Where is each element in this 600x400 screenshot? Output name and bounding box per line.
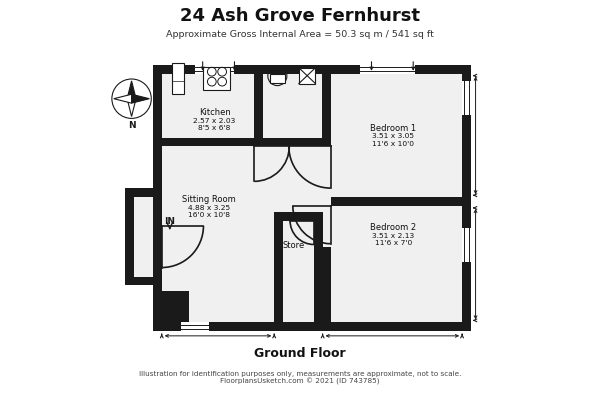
Bar bbox=[125, 188, 162, 197]
Bar bbox=[125, 188, 134, 286]
Bar bbox=[153, 65, 471, 331]
Text: 3.51 x 2.13: 3.51 x 2.13 bbox=[372, 233, 415, 239]
Bar bbox=[274, 221, 283, 322]
Bar bbox=[270, 74, 284, 83]
Bar bbox=[299, 68, 316, 84]
Bar bbox=[462, 65, 471, 331]
Text: Ground Floor: Ground Floor bbox=[254, 347, 346, 360]
Polygon shape bbox=[127, 81, 136, 99]
Text: 11'6 x 7'0: 11'6 x 7'0 bbox=[375, 240, 412, 246]
Bar bbox=[254, 74, 263, 146]
Text: Bedroom 1: Bedroom 1 bbox=[370, 124, 416, 133]
Bar bbox=[359, 65, 415, 74]
Bar bbox=[322, 74, 331, 146]
Bar bbox=[181, 322, 209, 331]
Bar bbox=[153, 291, 189, 331]
Text: 4.88 x 3.25: 4.88 x 3.25 bbox=[188, 205, 230, 211]
Bar bbox=[134, 197, 153, 277]
Polygon shape bbox=[127, 99, 136, 116]
Bar bbox=[153, 65, 162, 331]
Text: N: N bbox=[128, 121, 136, 130]
Text: IN: IN bbox=[164, 217, 175, 226]
Text: Illustration for identification purposes only, measurements are approximate, not: Illustration for identification purposes… bbox=[139, 371, 461, 385]
Text: 16'0 x 10'8: 16'0 x 10'8 bbox=[188, 212, 230, 218]
Text: Approximate Gross Internal Area = 50.3 sq m / 541 sq ft: Approximate Gross Internal Area = 50.3 s… bbox=[166, 30, 434, 39]
Text: 3.51 x 3.05: 3.51 x 3.05 bbox=[373, 134, 415, 140]
Polygon shape bbox=[114, 94, 131, 103]
Bar bbox=[153, 322, 471, 331]
Bar bbox=[172, 62, 184, 94]
Bar bbox=[125, 277, 153, 286]
Bar bbox=[162, 138, 322, 146]
Text: 11'6 x 10'0: 11'6 x 10'0 bbox=[373, 140, 415, 146]
Bar bbox=[331, 197, 462, 206]
Text: Sitting Room: Sitting Room bbox=[182, 196, 236, 204]
Bar bbox=[314, 221, 323, 322]
Text: 8'5 x 6'8: 8'5 x 6'8 bbox=[199, 125, 231, 131]
Text: Bedroom 2: Bedroom 2 bbox=[370, 223, 416, 232]
Bar bbox=[203, 67, 230, 90]
Bar bbox=[322, 247, 331, 322]
Text: 24 Ash Grove Fernhurst: 24 Ash Grove Fernhurst bbox=[180, 7, 420, 25]
Bar bbox=[153, 65, 471, 74]
Text: 2.57 x 2.03: 2.57 x 2.03 bbox=[193, 118, 236, 124]
Text: Kitchen: Kitchen bbox=[199, 108, 230, 117]
Bar bbox=[462, 228, 471, 262]
Polygon shape bbox=[131, 94, 149, 103]
Bar bbox=[274, 212, 323, 221]
Bar bbox=[195, 65, 235, 74]
Bar bbox=[462, 81, 471, 114]
Text: Store: Store bbox=[283, 241, 305, 250]
